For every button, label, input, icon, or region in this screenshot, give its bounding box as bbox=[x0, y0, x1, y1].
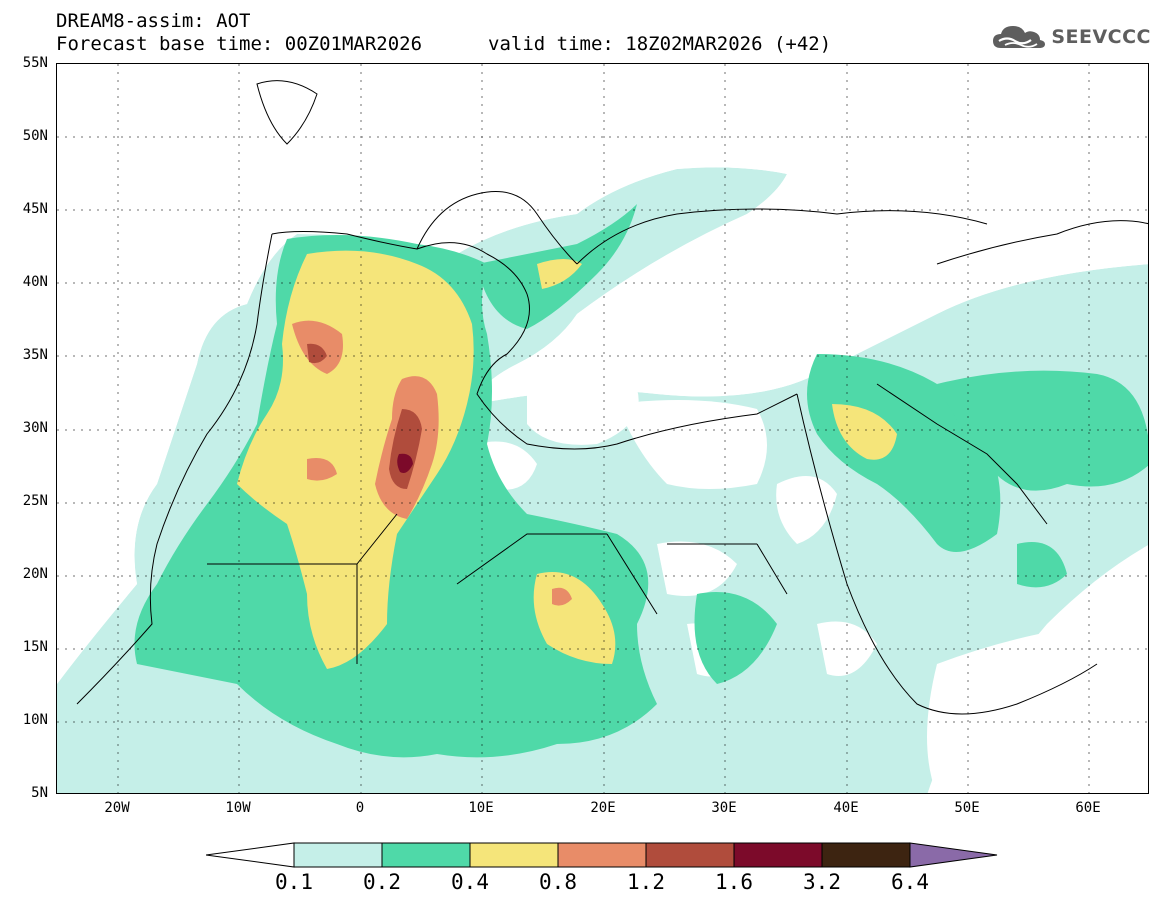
legend-swatch bbox=[206, 842, 295, 868]
legend-swatch bbox=[821, 842, 911, 868]
legend-label: 6.4 bbox=[891, 870, 929, 894]
legend-label: 0.4 bbox=[451, 870, 489, 894]
aot-contour-1.6 bbox=[397, 453, 413, 473]
lon-label: 10W bbox=[225, 800, 251, 816]
lat-label: 45N bbox=[22, 201, 48, 217]
lat-label: 25N bbox=[22, 493, 48, 509]
aot-contour-0.4 bbox=[237, 250, 897, 669]
legend-label: 1.2 bbox=[627, 870, 665, 894]
cloud-icon bbox=[993, 26, 1046, 48]
lon-label: 60E bbox=[1075, 800, 1101, 816]
legend-label: 3.2 bbox=[803, 870, 841, 894]
legend-swatch bbox=[645, 842, 735, 868]
lat-label: 35N bbox=[22, 347, 48, 363]
lat-label: 40N bbox=[22, 274, 48, 290]
lon-label: 0 bbox=[355, 800, 365, 816]
valid-time: valid time: 18Z02MAR2026 (+42) bbox=[488, 33, 832, 55]
legend-swatch bbox=[469, 842, 559, 868]
legend-label: 0.1 bbox=[275, 870, 313, 894]
lat-label: 20N bbox=[22, 566, 48, 582]
lon-label: 30E bbox=[711, 800, 737, 816]
legend-swatch bbox=[293, 842, 383, 868]
legend-swatch bbox=[557, 842, 647, 868]
lon-label: 20W bbox=[104, 800, 130, 816]
lon-label: 50E bbox=[954, 800, 980, 816]
legend-label: 0.8 bbox=[539, 870, 577, 894]
logo-text: SEEVCCC bbox=[1051, 26, 1151, 48]
aot-contour-1.2 bbox=[307, 343, 422, 489]
lat-label: 55N bbox=[22, 55, 48, 71]
lat-label: 5N bbox=[31, 785, 48, 801]
lon-label: 40E bbox=[833, 800, 859, 816]
legend-label: 1.6 bbox=[715, 870, 753, 894]
legend-swatch bbox=[381, 842, 471, 868]
legend-swatch bbox=[909, 842, 998, 868]
lat-label: 30N bbox=[22, 420, 48, 436]
coastlines bbox=[76, 80, 1148, 715]
lat-label: 10N bbox=[22, 712, 48, 728]
aot-map bbox=[57, 64, 1148, 793]
seevccc-logo: SEEVCCC bbox=[991, 22, 1151, 52]
lat-label: 50N bbox=[22, 128, 48, 144]
forecast-base-time: Forecast base time: 00Z01MAR2026 bbox=[56, 33, 423, 55]
gridlines bbox=[57, 64, 1148, 793]
legend-label: 0.2 bbox=[363, 870, 401, 894]
lat-label: 15N bbox=[22, 639, 48, 655]
legend-swatch bbox=[733, 842, 823, 868]
color-legend-bar bbox=[206, 842, 998, 868]
map-plot-area bbox=[56, 63, 1149, 794]
lon-label: 10E bbox=[468, 800, 494, 816]
lon-label: 20E bbox=[590, 800, 616, 816]
map-title: DREAM8-assim: AOT bbox=[56, 10, 251, 32]
